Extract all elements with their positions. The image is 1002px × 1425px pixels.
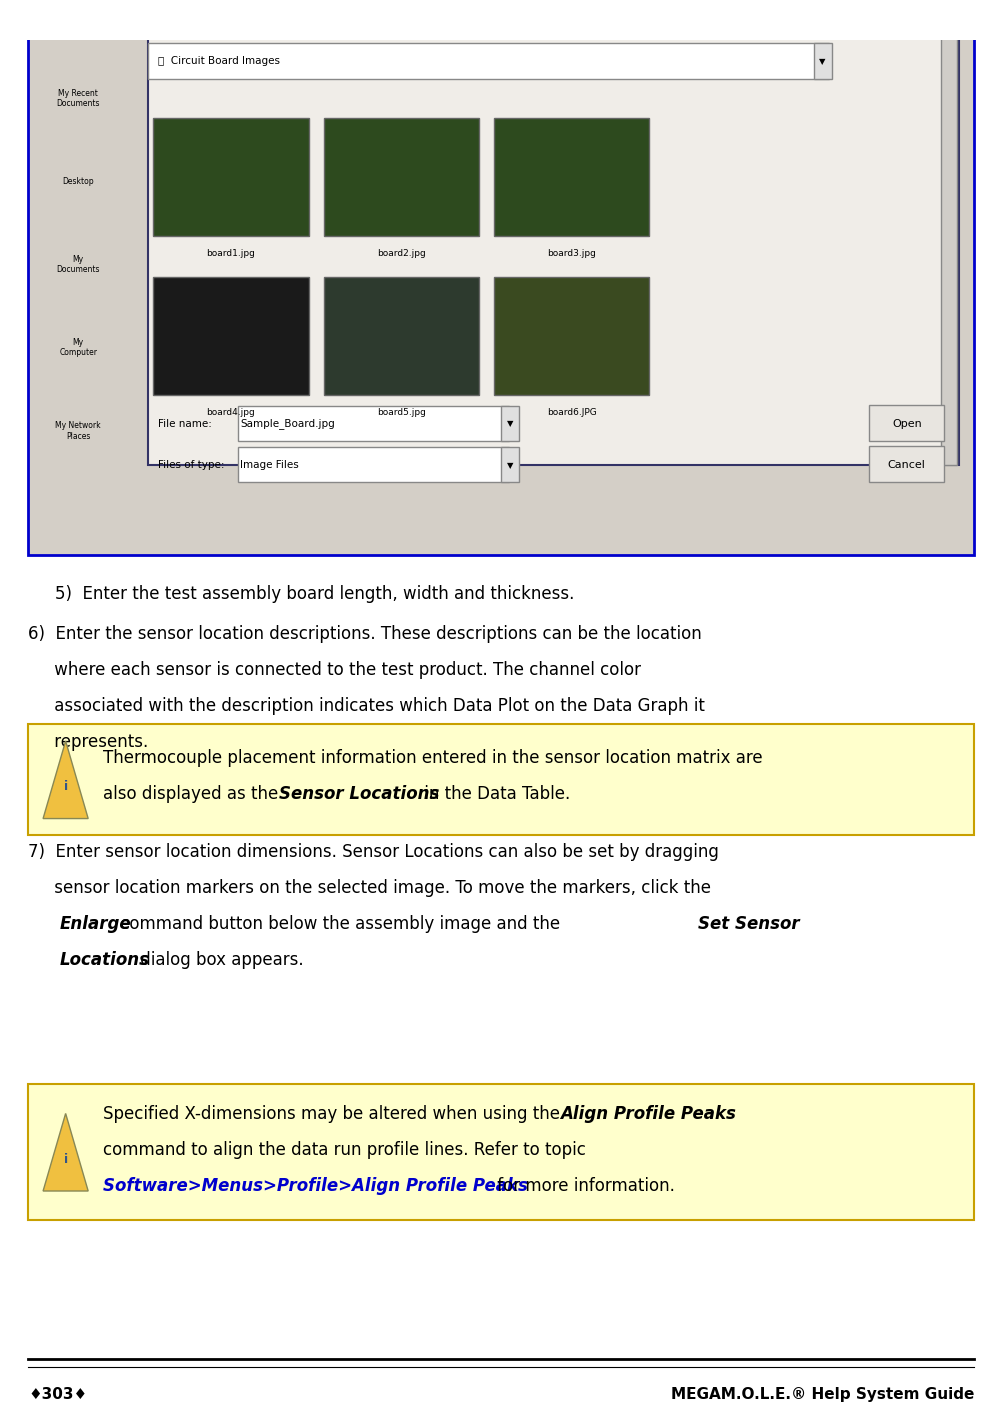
Text: Enlarge: Enlarge xyxy=(60,915,131,933)
Text: ▼: ▼ xyxy=(507,460,513,470)
FancyBboxPatch shape xyxy=(43,323,113,372)
Text: Select Image: Select Image xyxy=(43,0,154,6)
Text: board5.jpg: board5.jpg xyxy=(377,409,426,418)
Text: Set Sensor: Set Sensor xyxy=(698,915,800,933)
Text: board4.jpg: board4.jpg xyxy=(206,409,256,418)
Text: My Network
Places: My Network Places xyxy=(55,422,101,440)
Text: Specified X-dimensions may be altered when using the: Specified X-dimensions may be altered wh… xyxy=(103,1106,565,1123)
Text: X: X xyxy=(952,0,961,6)
Text: My
Computer: My Computer xyxy=(59,338,97,358)
Text: for more information.: for more information. xyxy=(492,1177,675,1196)
Text: i: i xyxy=(63,1153,68,1166)
Text: also displayed as the: also displayed as the xyxy=(103,785,284,804)
Text: Align Profile Peaks: Align Profile Peaks xyxy=(560,1106,736,1123)
FancyBboxPatch shape xyxy=(43,157,113,205)
Text: My
Documents: My Documents xyxy=(56,255,100,275)
FancyBboxPatch shape xyxy=(501,406,519,440)
FancyBboxPatch shape xyxy=(869,405,944,440)
FancyBboxPatch shape xyxy=(814,43,832,80)
FancyBboxPatch shape xyxy=(238,447,509,482)
Text: Image Files: Image Files xyxy=(240,460,300,470)
Text: Sample_Board.jpg: Sample_Board.jpg xyxy=(240,419,336,429)
Text: Sensor Locations: Sensor Locations xyxy=(279,785,439,804)
Text: 📁  Circuit Board Images: 📁 Circuit Board Images xyxy=(158,56,281,66)
Text: Locations: Locations xyxy=(60,952,150,969)
Polygon shape xyxy=(43,741,88,818)
FancyBboxPatch shape xyxy=(43,239,113,288)
FancyBboxPatch shape xyxy=(501,447,519,482)
Text: ▼: ▼ xyxy=(820,57,826,66)
Text: ?: ? xyxy=(923,0,930,6)
Text: board2.jpg: board2.jpg xyxy=(377,249,426,258)
FancyBboxPatch shape xyxy=(28,1084,974,1220)
FancyBboxPatch shape xyxy=(494,118,649,235)
FancyBboxPatch shape xyxy=(324,118,479,235)
Text: 7)  Enter sensor location dimensions. Sensor Locations can also be set by draggi: 7) Enter sensor location dimensions. Sen… xyxy=(28,844,718,862)
Text: Cancel: Cancel xyxy=(888,460,926,470)
Text: associated with the description indicates which Data Plot on the Data Graph it: associated with the description indicate… xyxy=(28,697,705,715)
Text: board6.JPG: board6.JPG xyxy=(547,409,596,418)
Text: board1.jpg: board1.jpg xyxy=(206,249,256,258)
FancyBboxPatch shape xyxy=(43,74,113,123)
Text: dialog box appears.: dialog box appears. xyxy=(135,952,304,969)
FancyBboxPatch shape xyxy=(944,0,969,17)
Text: where each sensor is connected to the test product. The channel color: where each sensor is connected to the te… xyxy=(28,661,641,678)
Text: ♦303♦: ♦303♦ xyxy=(28,1387,87,1402)
Polygon shape xyxy=(43,1113,88,1191)
Text: 5)  Enter the test assembly board length, width and thickness.: 5) Enter the test assembly board length,… xyxy=(55,584,574,603)
Text: Thermocouple placement information entered in the sensor location matrix are: Thermocouple placement information enter… xyxy=(103,750,763,767)
FancyBboxPatch shape xyxy=(914,0,939,17)
Text: board3.jpg: board3.jpg xyxy=(547,249,596,258)
FancyBboxPatch shape xyxy=(28,0,974,556)
FancyBboxPatch shape xyxy=(869,446,944,482)
FancyBboxPatch shape xyxy=(494,278,649,395)
FancyBboxPatch shape xyxy=(153,118,309,235)
Text: Desktop: Desktop xyxy=(62,177,94,187)
Text: command button below the assembly image and the: command button below the assembly image … xyxy=(115,915,565,933)
FancyBboxPatch shape xyxy=(148,43,829,80)
Text: Files of type:: Files of type: xyxy=(158,460,224,470)
FancyBboxPatch shape xyxy=(324,278,479,395)
Text: sensor location markers on the selected image. To move the markers, click the: sensor location markers on the selected … xyxy=(28,879,711,898)
FancyBboxPatch shape xyxy=(153,278,309,395)
Text: command to align the data run profile lines. Refer to topic: command to align the data run profile li… xyxy=(103,1141,586,1159)
Text: My Recent
Documents: My Recent Documents xyxy=(56,88,100,108)
FancyBboxPatch shape xyxy=(148,34,959,466)
Text: i: i xyxy=(63,781,68,794)
Text: MEGAM.O.L.E.® Help System Guide: MEGAM.O.L.E.® Help System Guide xyxy=(670,1387,974,1402)
FancyBboxPatch shape xyxy=(941,34,957,466)
Text: in the Data Table.: in the Data Table. xyxy=(419,785,570,804)
Text: Open: Open xyxy=(892,419,922,429)
FancyBboxPatch shape xyxy=(238,406,509,440)
FancyBboxPatch shape xyxy=(28,0,974,21)
Text: represents.: represents. xyxy=(28,732,148,751)
FancyBboxPatch shape xyxy=(28,724,974,835)
Text: Software>Menus>Profile>Align Profile Peaks: Software>Menus>Profile>Align Profile Pea… xyxy=(103,1177,528,1196)
Text: ▼: ▼ xyxy=(507,419,513,429)
Text: 6)  Enter the sensor location descriptions. These descriptions can be the locati: 6) Enter the sensor location description… xyxy=(28,624,701,643)
FancyBboxPatch shape xyxy=(43,406,113,455)
Text: File name:: File name: xyxy=(158,419,212,429)
